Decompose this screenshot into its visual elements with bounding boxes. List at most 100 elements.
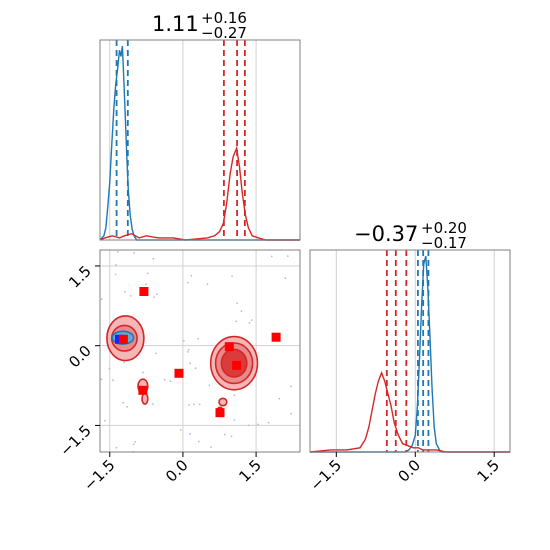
sample-point-66: [223, 433, 226, 436]
scatter-panel: [99, 249, 301, 453]
tick-label-x2-2: 1.5: [473, 456, 503, 486]
sample-point-34: [151, 403, 154, 406]
sample-point-10: [134, 441, 137, 443]
sample-point-21: [115, 264, 117, 266]
tick-label-x1-1: 0.0: [162, 456, 192, 486]
marker-5: [224, 342, 234, 352]
sample-point-0: [197, 337, 200, 340]
sample-point-37: [270, 255, 273, 258]
sample-point-8: [233, 419, 236, 421]
sample-point-64: [257, 423, 259, 426]
sample-point-31: [186, 351, 189, 353]
frame-top: [99, 39, 301, 241]
sample-point-35: [247, 424, 250, 427]
marker-2: [139, 287, 149, 296]
sample-point-1: [122, 401, 124, 404]
marker-4: [174, 368, 184, 378]
sample-point-50: [124, 290, 126, 293]
histogram-param-1-series-2: [99, 145, 300, 241]
sample-point-69: [100, 298, 103, 301]
sample-point-28: [108, 367, 111, 370]
sample-point-22: [146, 272, 149, 275]
sample-point-26: [126, 405, 129, 408]
histogram-panel-param-2: [309, 249, 511, 453]
tick-label-y-0: −1.5: [56, 422, 94, 460]
histogram-param-2-series-2: [309, 370, 510, 453]
sample-point-15: [233, 394, 236, 397]
title-param-2: −0.37 +0.20 −0.17: [354, 219, 467, 252]
tick-label-x1-2: 1.5: [235, 456, 265, 486]
sample-point-27: [189, 432, 192, 435]
sample-point-45: [100, 378, 103, 381]
sample-point-3: [114, 273, 117, 276]
sample-point-56: [132, 443, 135, 446]
title-param-2-lower: −0.17: [421, 234, 467, 252]
sample-point-5: [156, 293, 158, 296]
marker-8: [271, 332, 281, 342]
sample-point-23: [193, 403, 196, 406]
sample-point-39: [248, 321, 251, 324]
sample-point-16: [133, 252, 136, 254]
sample-point-41: [163, 378, 166, 381]
title-param-1: 1.11 +0.16 −0.27: [152, 9, 247, 42]
tick-label-x1-0: −1.5: [80, 456, 118, 494]
sample-point-52: [104, 419, 106, 422]
marker-1: [118, 334, 128, 344]
sample-point-55: [145, 283, 147, 286]
title-param-2-value: −0.37: [354, 222, 418, 246]
histogram-param-2-series-1: [310, 255, 510, 453]
sample-point-44: [152, 257, 155, 260]
title-param-1-upper: +0.16: [201, 9, 247, 27]
marker-7: [215, 408, 225, 418]
tick-label-x2-0: −1.5: [307, 456, 345, 494]
histogram-param-1-series-1: [99, 45, 300, 241]
sample-point-19: [129, 295, 132, 297]
sample-point-48: [190, 274, 193, 277]
sample-point-7: [198, 403, 201, 406]
sample-point-17: [188, 404, 191, 406]
title-param-1-lower: −0.27: [201, 24, 247, 42]
sample-point-68: [194, 367, 197, 370]
sample-point-47: [117, 251, 119, 253]
contour-8: [218, 397, 228, 407]
sample-point-11: [286, 255, 289, 257]
frame-right: [309, 249, 511, 453]
frame-scatter: [99, 249, 301, 453]
sample-point-54: [231, 275, 234, 278]
sample-point-32: [186, 281, 189, 284]
sample-point-61: [155, 352, 157, 355]
sample-point-33: [189, 362, 192, 365]
sample-point-60: [197, 440, 200, 443]
sample-point-58: [206, 283, 209, 286]
sample-point-25: [250, 319, 253, 321]
tick-label-x2-1: 0.0: [394, 456, 424, 486]
marker-3: [138, 385, 148, 395]
sample-point-29: [235, 320, 238, 323]
sample-point-43: [236, 302, 239, 304]
sample-point-36: [153, 296, 156, 298]
sample-point-6: [230, 435, 233, 438]
sample-point-20: [169, 380, 172, 383]
contour-7: [141, 392, 149, 405]
sample-point-67: [179, 429, 182, 431]
sample-point-30: [290, 385, 292, 388]
sample-point-12: [123, 361, 126, 364]
sample-point-18: [208, 384, 211, 387]
tick-label-y-2: 1.5: [65, 262, 95, 292]
sample-point-38: [284, 277, 287, 280]
title-param-2-upper: +0.20: [421, 219, 467, 237]
sample-point-62: [111, 379, 114, 382]
title-param-1-value: 1.11: [152, 12, 199, 36]
sample-point-51: [278, 397, 281, 400]
sample-point-57: [115, 446, 118, 449]
sample-point-2: [187, 348, 190, 351]
histogram-panel-param-1: [99, 39, 301, 241]
sample-point-59: [267, 421, 270, 424]
sample-point-40: [210, 446, 212, 448]
sample-point-42: [142, 371, 144, 374]
sample-point-14: [182, 339, 185, 342]
tick-label-y-1: 0.0: [65, 342, 95, 372]
axis-ticks: −1.5 0.0 1.5 −1.5 0.0 1.5 −1.5 0.0 1.5: [56, 262, 503, 495]
sample-point-53: [240, 310, 243, 312]
